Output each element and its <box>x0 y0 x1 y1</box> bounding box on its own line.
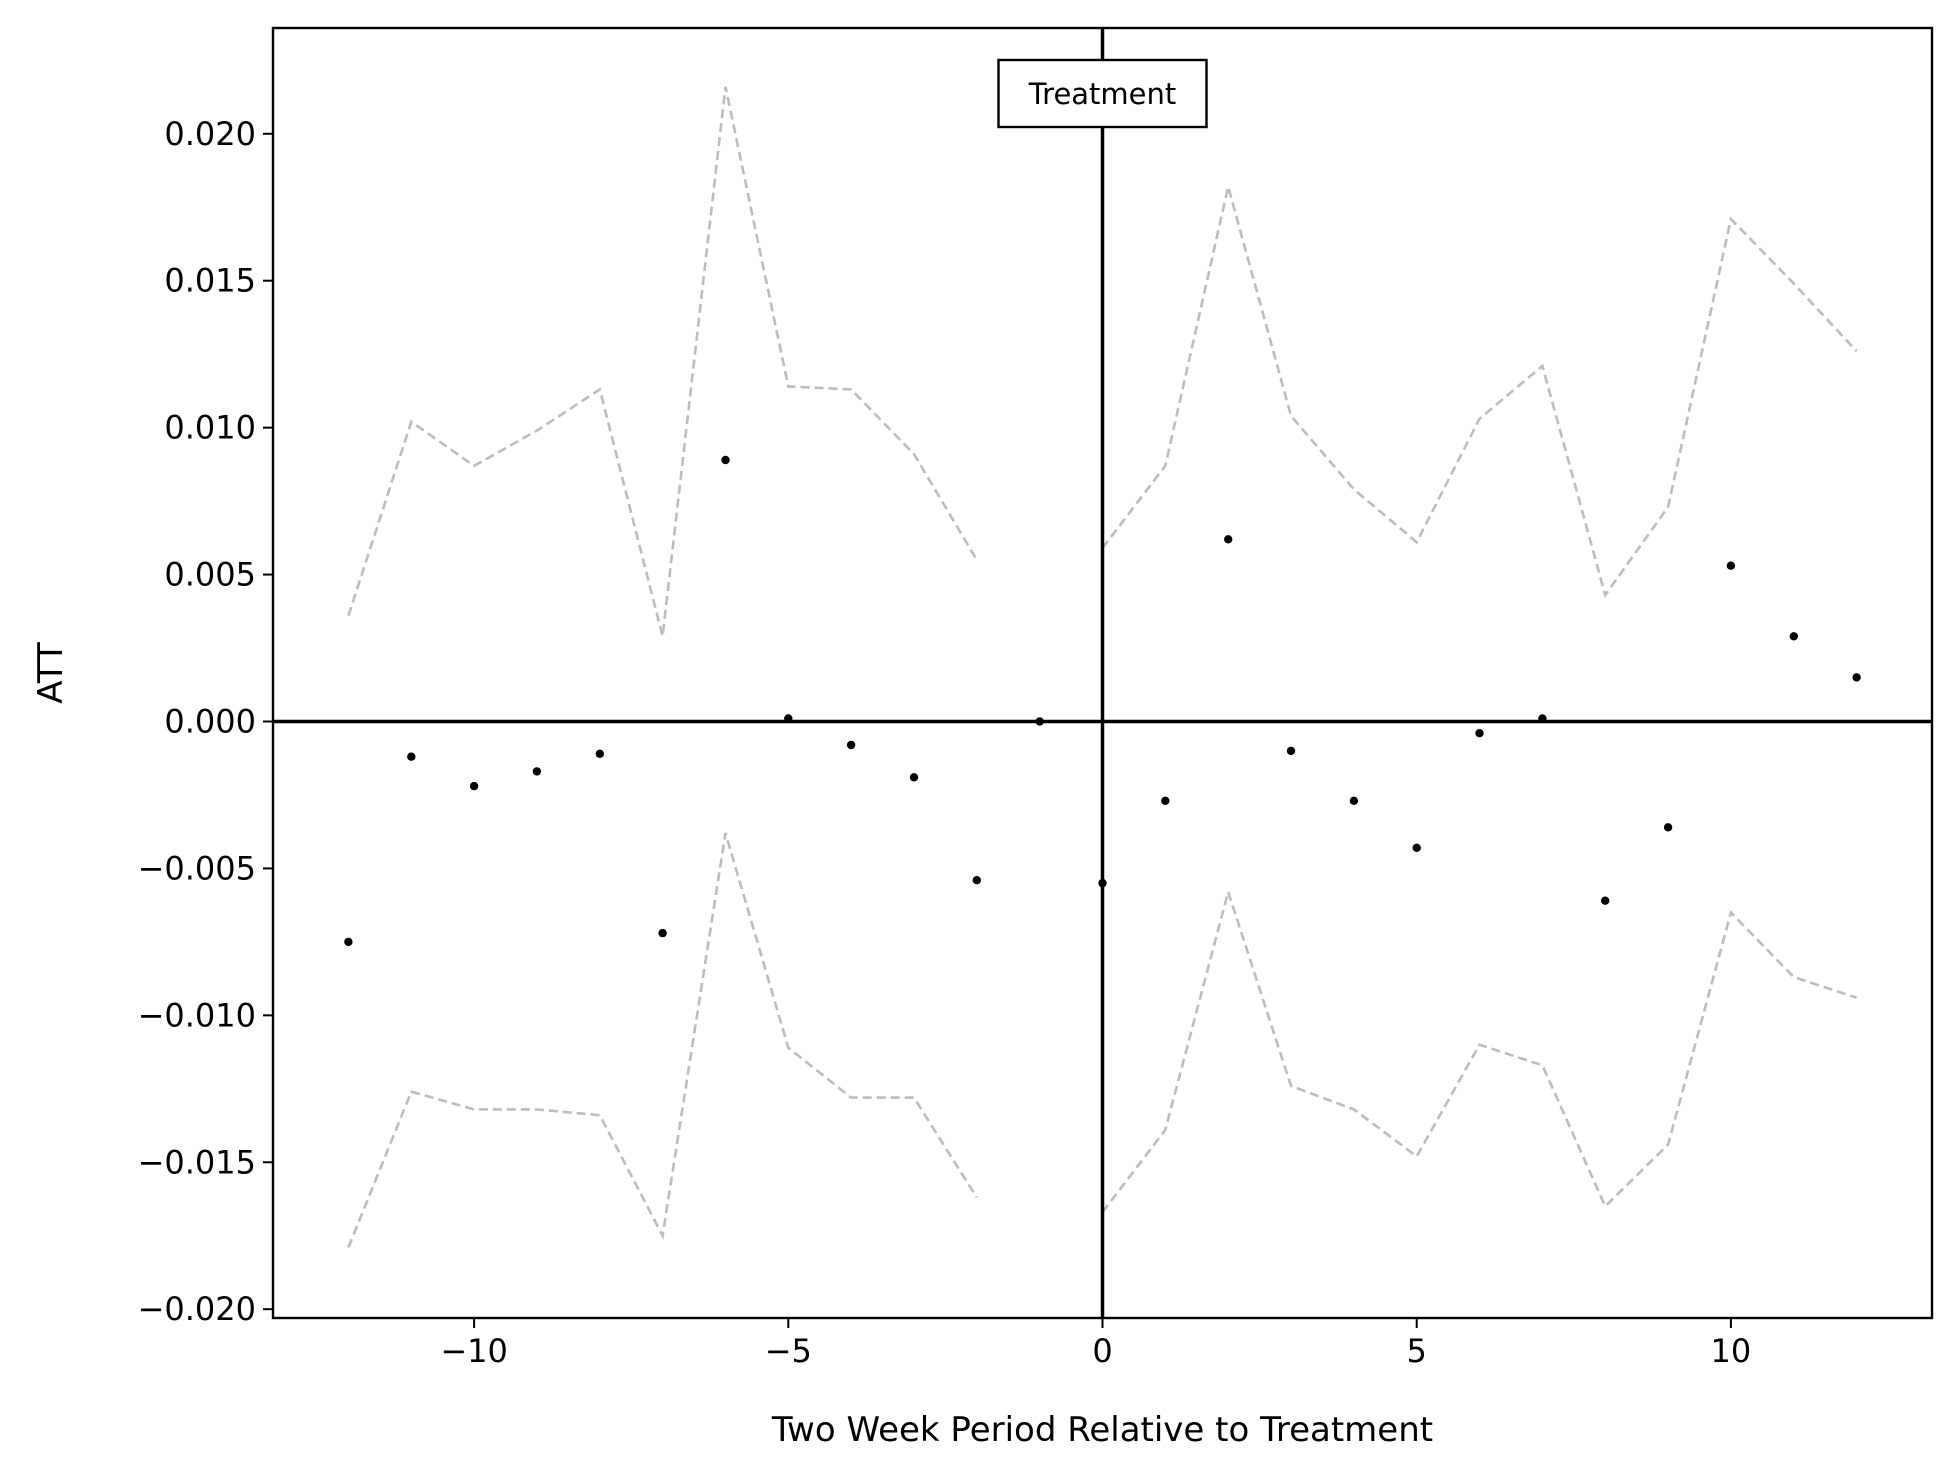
att-point <box>532 767 542 776</box>
att-point <box>1349 796 1359 805</box>
treatment-annotation: Treatment <box>997 58 1208 129</box>
y-tick-label: 0.000 <box>164 702 256 740</box>
confidence-interval-layer <box>347 86 1858 1248</box>
y-tick-label: −0.010 <box>138 996 256 1034</box>
upper-ci-pre-line <box>347 86 978 637</box>
att-point <box>658 928 667 938</box>
att-point <box>784 714 793 723</box>
att-point <box>1601 896 1610 905</box>
att-point <box>469 781 479 791</box>
treatment-annotation-box <box>997 58 1208 129</box>
x-tick-label: −5 <box>765 1332 812 1370</box>
att-points-layer <box>344 455 1861 947</box>
y-tick-label: 0.005 <box>164 556 256 594</box>
att-point <box>1412 843 1421 852</box>
y-axis-label: ATT <box>31 642 71 704</box>
lower-ci-post-line <box>1101 887 1858 1213</box>
att-point <box>1035 717 1044 726</box>
x-axis-ticks: −10 −5 0 5 10 <box>440 1318 1751 1370</box>
lower-ci-pre-line <box>347 832 978 1248</box>
att-point <box>595 749 604 758</box>
att-point <box>846 740 856 750</box>
y-tick-label: 0.015 <box>164 262 256 300</box>
x-tick-label: 10 <box>1711 1332 1752 1370</box>
y-tick-label: 0.010 <box>164 409 256 447</box>
att-point <box>1286 746 1296 756</box>
att-point <box>721 455 730 465</box>
att-point <box>1224 535 1233 544</box>
x-tick-label: 5 <box>1407 1332 1427 1370</box>
x-tick-label: −10 <box>440 1332 508 1370</box>
y-tick-label: −0.020 <box>138 1290 256 1328</box>
x-axis-label: Two Week Period Relative to Treatment <box>771 1410 1433 1450</box>
att-point <box>1663 823 1673 832</box>
att-point <box>1098 878 1107 888</box>
treatment-annotation-label: Treatment <box>1028 77 1177 111</box>
att-point <box>344 937 353 947</box>
y-axis-ticks: −0.020 −0.015 −0.010 −0.005 0.000 0.005 0.010 0… <box>138 115 273 1328</box>
att-point <box>1161 796 1170 805</box>
y-tick-label: −0.015 <box>138 1143 256 1181</box>
att-point <box>972 876 981 885</box>
att-point <box>407 752 416 761</box>
att-point <box>1538 714 1547 723</box>
x-tick-label: 0 <box>1092 1332 1112 1370</box>
att-point <box>909 773 919 782</box>
att-point <box>1475 729 1484 738</box>
y-tick-label: −0.005 <box>138 849 256 887</box>
y-tick-label: 0.020 <box>164 115 256 153</box>
att-point <box>1789 632 1799 641</box>
att-point <box>1726 561 1736 570</box>
att-point <box>1852 673 1861 682</box>
upper-ci-post-line <box>1101 186 1858 599</box>
